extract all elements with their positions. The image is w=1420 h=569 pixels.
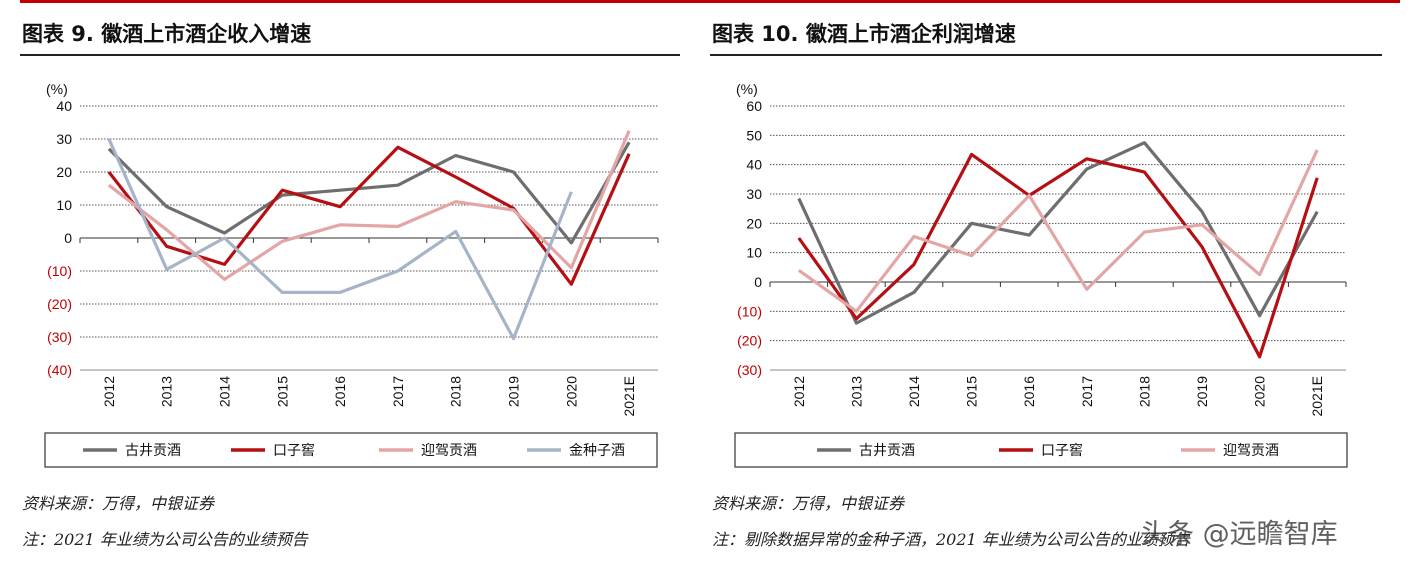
header-rule — [20, 0, 1400, 3]
legend-label-1: 古井贡酒 — [859, 442, 915, 458]
x-tick-label: 2021E — [621, 376, 637, 416]
x-tick-label: 2013 — [848, 376, 864, 407]
y-tick-label: 10 — [56, 197, 72, 213]
y-tick-label: 40 — [56, 98, 72, 114]
y-axis-unit: (%) — [46, 81, 68, 97]
x-tick-label: 2012 — [791, 376, 807, 407]
x-tick-label: 2020 — [1252, 376, 1268, 407]
y-tick-label: 0 — [64, 230, 72, 246]
x-tick-label: 2020 — [563, 376, 579, 407]
legend-label-2: 口子窖 — [1041, 442, 1083, 458]
y-tick-label: (10) — [47, 263, 72, 279]
x-tick-label: 2018 — [1136, 376, 1152, 407]
source-profit: 资料来源：万得，中银证券 — [712, 494, 905, 513]
series-line-1 — [107, 141, 631, 245]
y-tick-label: 30 — [746, 186, 762, 202]
y-tick-label: 50 — [746, 127, 762, 143]
y-tick-label: 60 — [746, 98, 762, 114]
y-axis-unit: (%) — [736, 81, 758, 97]
series-line-3 — [797, 149, 1319, 313]
note-revenue: 注：2021 年业绩为公司公告的业绩预告 — [22, 530, 308, 549]
x-tick-label: 2015 — [964, 376, 980, 407]
legend-label-3: 迎驾贡酒 — [421, 442, 477, 458]
chart-title-revenue: 图表 9. 徽酒上市酒企收入增速 — [22, 22, 312, 46]
x-tick-label: 2014 — [906, 376, 922, 407]
legend-label-3: 迎驾贡酒 — [1223, 442, 1279, 458]
y-tick-label: (10) — [737, 303, 762, 319]
y-tick-label: 40 — [746, 157, 762, 173]
x-tick-label: 2019 — [506, 376, 522, 407]
x-tick-label: 2016 — [1021, 376, 1037, 407]
series-line-4 — [107, 138, 573, 341]
source-revenue: 资料来源：万得，中银证券 — [22, 494, 215, 513]
legend-label-1: 古井贡酒 — [125, 442, 181, 458]
y-tick-label: (30) — [737, 362, 762, 378]
y-tick-label: (40) — [47, 362, 72, 378]
y-tick-label: 20 — [56, 164, 72, 180]
x-tick-label: 2019 — [1194, 376, 1210, 407]
x-tick-label: 2018 — [448, 376, 464, 407]
y-tick-label: 30 — [56, 131, 72, 147]
y-tick-label: 20 — [746, 215, 762, 231]
y-tick-label: (30) — [47, 329, 72, 345]
x-tick-label: 2017 — [390, 376, 406, 407]
series-line-1 — [797, 141, 1319, 325]
x-tick-label: 2017 — [1079, 376, 1095, 407]
legend-label-2: 口子窖 — [273, 442, 315, 458]
watermark: 头条 @远瞻智库 — [1140, 519, 1338, 550]
revenue-growth-chart: 40 30 20 10 0 (10) (20) (30) (40) (%) 2012 2013 2014… — [44, 81, 659, 468]
profit-growth-chart: 60 50 40 30 20 10 0 (10) (20) (30) (%) 2012 2013 2014… — [734, 81, 1348, 468]
x-tick-label: 2014 — [217, 376, 233, 407]
x-tick-label: 2016 — [332, 376, 348, 407]
x-tick-label: 2021E — [1309, 376, 1325, 416]
y-tick-label: (20) — [737, 333, 762, 349]
legend-label-4: 金种子酒 — [569, 442, 625, 458]
title-underline-revenue — [20, 54, 680, 56]
title-underline-profit — [710, 54, 1382, 56]
y-tick-label: (20) — [47, 296, 72, 312]
y-tick-label: 10 — [746, 245, 762, 261]
x-tick-label: 2012 — [101, 376, 117, 407]
series-line-2 — [797, 152, 1319, 359]
y-tick-label: 0 — [754, 274, 762, 290]
note-profit: 注：剔除数据异常的金种子酒，2021 年业绩为公司公告的业绩预告 — [712, 530, 1190, 549]
chart-title-profit: 图表 10. 徽酒上市酒企利润增速 — [712, 22, 1016, 46]
x-tick-label: 2013 — [159, 376, 175, 407]
x-tick-label: 2015 — [274, 376, 290, 407]
